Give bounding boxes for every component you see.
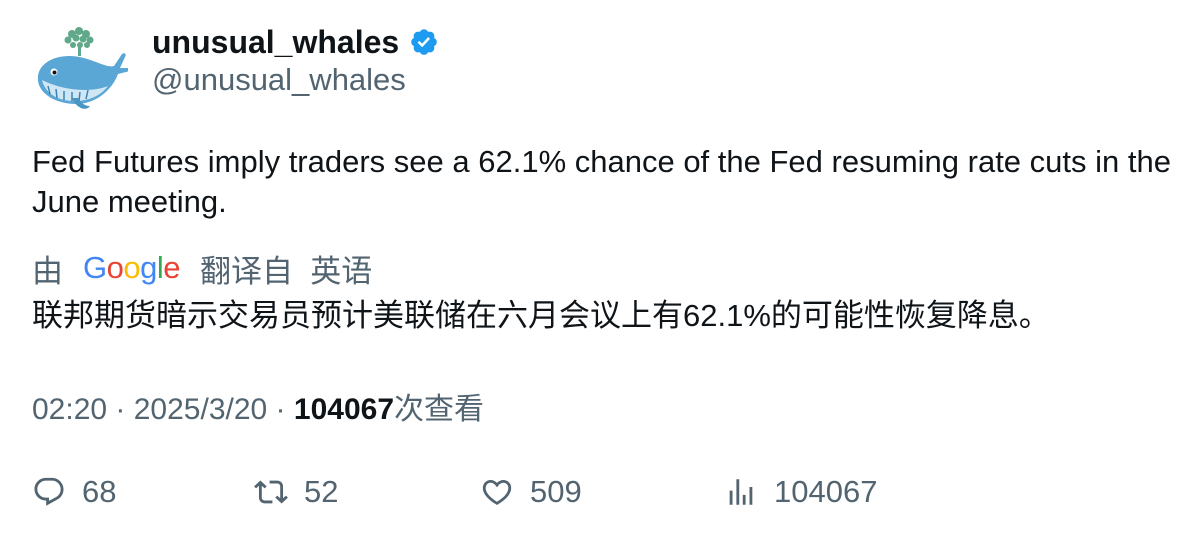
avatar[interactable]: [32, 24, 129, 120]
retweet-icon: [254, 480, 288, 504]
retweet-count: 52: [304, 474, 339, 509]
views-count: 104067: [293, 393, 394, 426]
reply-count: 68: [82, 474, 117, 509]
views-action-count: 104067: [774, 474, 878, 509]
reply-button[interactable]: 68: [32, 470, 116, 514]
author-name-row[interactable]: unusual_whales: [152, 22, 439, 62]
author-display-name[interactable]: unusual_whales: [152, 23, 400, 60]
reply-icon: [34, 477, 64, 506]
tweet-date[interactable]: 2025/3/20: [133, 393, 268, 426]
analytics-icon: [729, 479, 753, 505]
like-count: 509: [530, 474, 582, 509]
author-handle[interactable]: @unusual_whales: [152, 62, 406, 97]
meta-separator: ·: [107, 393, 134, 426]
whale-avatar-icon: [37, 27, 129, 109]
tweet-time[interactable]: 02:20: [32, 393, 108, 426]
translated-tweet-text: 联邦期货暗示交易员预计美联储在六月会议上有62.1%的可能性恢复降息。: [32, 298, 1050, 333]
views-button[interactable]: 104067: [724, 470, 877, 514]
translation-attribution: 由 Google 翻译自 英语: [32, 246, 372, 290]
translated-from-label: 翻译自 英语: [200, 253, 373, 289]
translated-by-label: 由: [32, 253, 63, 289]
retweet-button[interactable]: 52: [254, 470, 338, 514]
views-label: 次查看: [394, 393, 484, 426]
google-logo-icon: Google: [83, 250, 181, 285]
tweet-text: Fed Futures imply traders see a 62.1% ch…: [32, 144, 1171, 219]
tweet-actions: 68 52 509 104067: [32, 470, 1172, 514]
tweet-meta: 02:20 · 2025/3/20 · 104067次查看: [32, 384, 484, 428]
like-button[interactable]: 509: [480, 470, 582, 514]
heart-icon: [482, 479, 512, 505]
meta-separator: ·: [267, 393, 294, 426]
verified-badge-icon: [411, 29, 437, 55]
